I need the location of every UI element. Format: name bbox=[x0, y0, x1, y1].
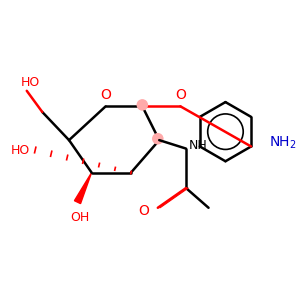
Text: NH: NH bbox=[189, 139, 208, 152]
Circle shape bbox=[137, 100, 147, 110]
Text: O: O bbox=[139, 204, 149, 218]
Circle shape bbox=[153, 134, 163, 144]
Text: O: O bbox=[175, 88, 186, 102]
Text: NH$_2$: NH$_2$ bbox=[269, 135, 297, 151]
Text: HO: HO bbox=[21, 76, 40, 89]
Text: O: O bbox=[100, 88, 111, 102]
Polygon shape bbox=[74, 172, 92, 204]
Text: HO: HO bbox=[10, 143, 30, 157]
Text: OH: OH bbox=[71, 211, 90, 224]
